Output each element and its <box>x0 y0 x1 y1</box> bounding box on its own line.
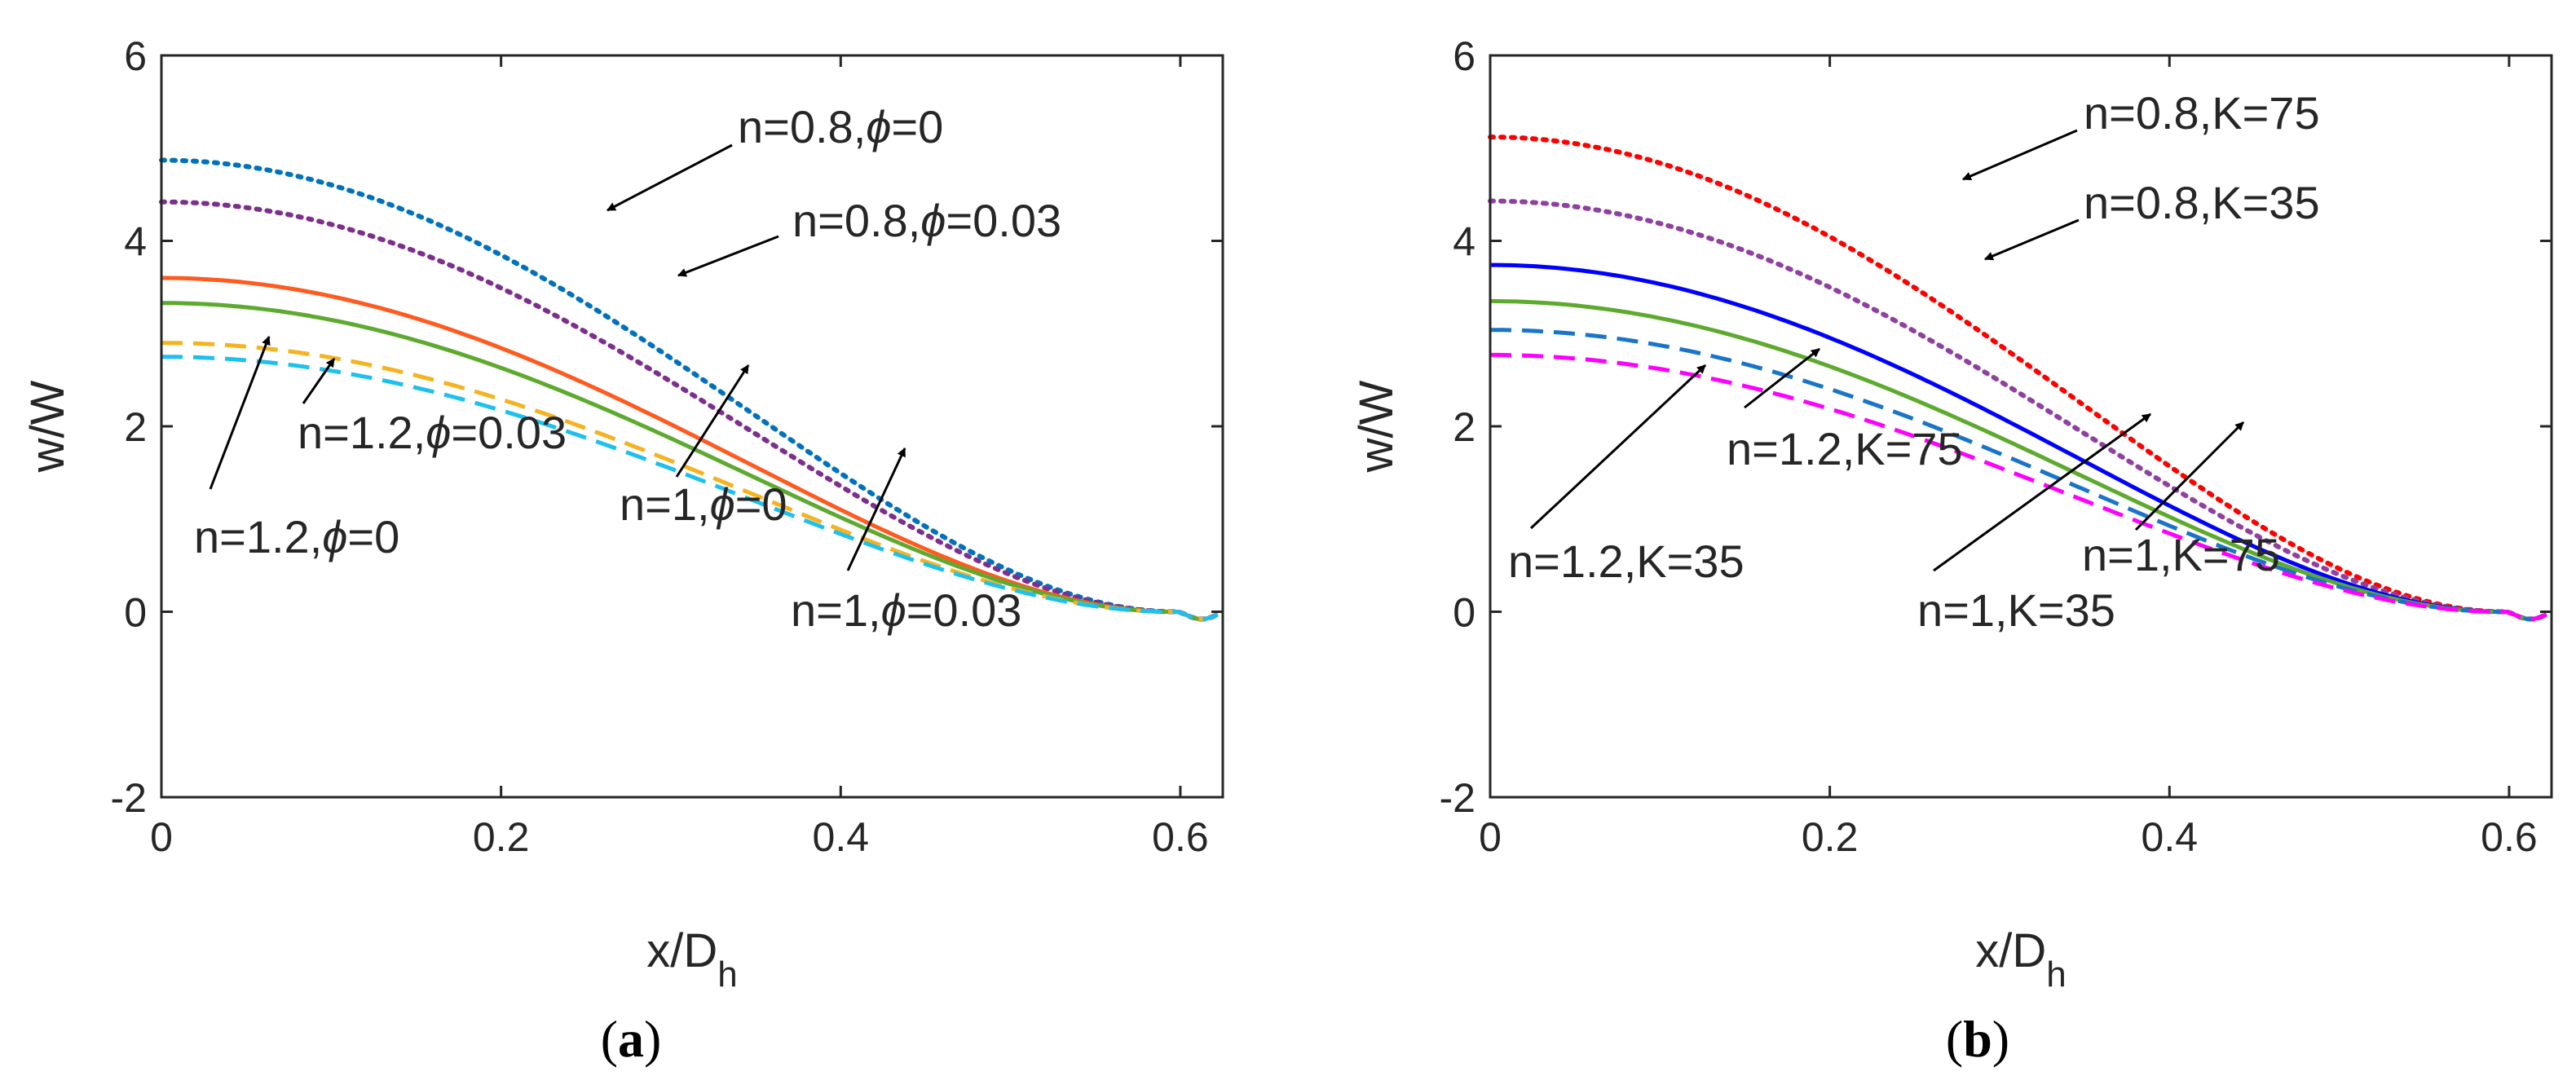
series-line-a-3 <box>161 301 1219 621</box>
series-line-a-1 <box>159 199 1220 622</box>
annotation-a-n1-phi0: n=1,ϕ=0 <box>620 364 787 530</box>
y-tick-label: 4 <box>1453 219 1475 265</box>
y-tick-label: 6 <box>124 33 147 79</box>
annotation-b-n1-k35: n=1,K=35 <box>1917 412 2151 636</box>
series-line-a-5 <box>161 355 1219 621</box>
x-axis-label-b: x/Dh <box>1975 924 2066 994</box>
y-axis-label-a: w/W <box>21 380 74 473</box>
x-tick-label: 0.6 <box>2481 814 2538 860</box>
annotation-b-n08-k75: n=0.8,K=75 <box>1961 87 2320 181</box>
series-line-a-4 <box>161 341 1219 621</box>
svg-text:n=0.8,K=75: n=0.8,K=75 <box>2084 87 2320 139</box>
svg-text:n=1,K=35: n=1,K=35 <box>1917 584 2115 636</box>
y-tick-label: 2 <box>1453 404 1475 450</box>
annotation-b-n1-k75: n=1,K=75 <box>2082 421 2280 580</box>
series-line-b-5 <box>1490 352 2547 621</box>
annotation-a-n08-phi0: n=0.8,ϕ=0 <box>607 101 943 212</box>
svg-text:n=1,ϕ=0.03: n=1,ϕ=0.03 <box>791 584 1021 636</box>
x-tick-label: 0.4 <box>2142 814 2199 860</box>
svg-text:n=0.8,ϕ=0.03: n=0.8,ϕ=0.03 <box>792 195 1061 246</box>
x-tick-label: 0 <box>1479 814 1502 860</box>
plot-area-a <box>159 157 1220 622</box>
annotation-a-n12-phi003: n=1.2,ϕ=0.03 <box>298 358 567 458</box>
x-axis-label-a: x/Dh <box>646 924 737 994</box>
y-tick-label: -2 <box>1440 775 1475 821</box>
svg-text:n=1.2,K=35: n=1.2,K=35 <box>1508 536 1745 587</box>
y-axis-label-b: w/W <box>1350 380 1403 473</box>
svg-text:n=1.2,ϕ=0.03: n=1.2,ϕ=0.03 <box>298 407 567 458</box>
svg-text:n=1,ϕ=0: n=1,ϕ=0 <box>620 478 787 530</box>
svg-text:n=1.2,K=75: n=1.2,K=75 <box>1727 423 1963 474</box>
annotation-b-n12-k75: n=1.2,K=75 <box>1727 347 1963 474</box>
annotation-b-n12-k35: n=1.2,K=35 <box>1508 364 1745 587</box>
plot-area-b <box>1488 134 2549 622</box>
annotation-a-n12-phi0: n=1.2,ϕ=0 <box>194 335 399 562</box>
svg-text:n=0.8,K=35: n=0.8,K=35 <box>2084 177 2320 228</box>
series-line-a-0 <box>159 157 1220 622</box>
x-tick-label: 0.2 <box>473 814 530 860</box>
x-tick-label: 0.4 <box>813 814 870 860</box>
y-tick-label: 2 <box>124 404 147 450</box>
y-tick-label: 0 <box>1453 590 1475 636</box>
annotation-a-n08-phi003: n=0.8,ϕ=0.03 <box>677 195 1061 277</box>
svg-text:n=1.2,ϕ=0: n=1.2,ϕ=0 <box>194 511 399 562</box>
y-tick-label: 4 <box>124 219 147 265</box>
y-tick-label: 6 <box>1453 33 1475 79</box>
svg-text:n=0.8,ϕ=0: n=0.8,ϕ=0 <box>738 101 943 152</box>
y-tick-label: 0 <box>124 590 147 636</box>
series-line-b-0 <box>1488 134 2549 622</box>
series-line-b-1 <box>1488 198 2549 622</box>
panel-label-a: (a) <box>601 1010 662 1068</box>
x-tick-label: 0 <box>150 814 173 860</box>
svg-text:n=1,K=75: n=1,K=75 <box>2082 529 2280 580</box>
annotation-a-n1-phi003: n=1,ϕ=0.03 <box>791 448 1021 636</box>
x-tick-label: 0.6 <box>1152 814 1209 860</box>
annotation-b-n08-k35: n=0.8,K=35 <box>1983 177 2320 261</box>
series-line-b-4 <box>1490 328 2547 621</box>
x-tick-label: 0.2 <box>1802 814 1859 860</box>
series-line-b-2 <box>1490 262 2547 621</box>
panel-label-b: (b) <box>1946 1010 2009 1068</box>
y-tick-label: -2 <box>111 775 147 821</box>
